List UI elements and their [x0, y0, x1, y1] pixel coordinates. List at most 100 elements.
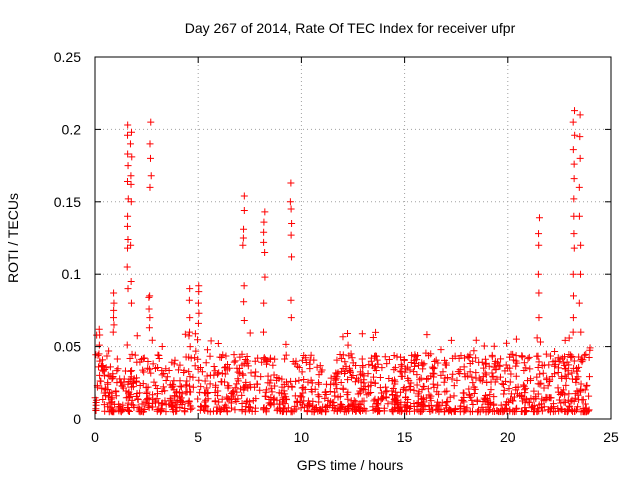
data-point: [469, 357, 477, 365]
data-point: [359, 406, 367, 414]
data-point: [547, 404, 555, 412]
data-point: [570, 175, 578, 183]
data-point: [486, 400, 494, 408]
data-point: [333, 407, 341, 415]
data-point: [344, 341, 352, 349]
data-point: [426, 394, 434, 402]
data-point: [192, 347, 200, 355]
data-point: [493, 358, 501, 366]
data-point: [486, 391, 494, 399]
data-point: [474, 406, 482, 414]
data-point: [454, 368, 462, 376]
data-point: [533, 334, 541, 342]
data-point: [411, 353, 419, 361]
data-point: [273, 407, 281, 415]
data-point: [520, 359, 528, 367]
data-point: [287, 314, 295, 322]
data-point: [472, 374, 480, 382]
data-point: [306, 400, 314, 408]
data-point: [334, 369, 342, 377]
data-point: [233, 380, 241, 388]
data-point: [230, 351, 238, 359]
data-point: [441, 388, 449, 396]
data-point: [434, 401, 442, 409]
data-point: [258, 358, 266, 366]
data-point: [406, 366, 414, 374]
data-point: [128, 350, 136, 358]
data-point: [535, 314, 543, 322]
data-point: [154, 351, 162, 359]
data-point: [186, 314, 194, 322]
data-point: [306, 365, 314, 373]
data-point: [124, 393, 132, 401]
data-point: [108, 408, 116, 416]
data-point: [214, 370, 222, 378]
data-point: [558, 374, 566, 382]
data-point: [488, 369, 496, 377]
data-point: [185, 353, 193, 361]
data-point: [143, 390, 151, 398]
data-point: [107, 389, 115, 397]
data-point: [469, 379, 477, 387]
data-point: [536, 338, 544, 346]
data-point: [221, 401, 229, 409]
data-point: [538, 362, 546, 370]
data-point: [252, 404, 260, 412]
data-point: [211, 397, 219, 405]
data-point: [545, 361, 553, 369]
data-point: [530, 387, 538, 395]
data-point: [480, 364, 488, 372]
data-point: [302, 358, 310, 366]
data-point: [104, 403, 112, 411]
data-point: [240, 282, 248, 290]
data-point: [373, 352, 381, 360]
data-point: [321, 403, 329, 411]
data-point: [482, 359, 490, 367]
data-point: [349, 371, 357, 379]
data-point: [577, 270, 585, 278]
data-point: [453, 376, 461, 384]
data-point: [162, 376, 170, 384]
data-point: [435, 390, 443, 398]
data-point: [358, 397, 366, 405]
data-point: [551, 347, 559, 355]
data-point: [365, 389, 373, 397]
data-point: [400, 384, 408, 392]
data-point: [583, 381, 591, 389]
data-point: [240, 225, 248, 233]
data-point: [267, 376, 275, 384]
data-point: [336, 350, 344, 358]
data-point: [345, 402, 353, 410]
data-point: [429, 380, 437, 388]
data-point: [388, 387, 396, 395]
data-point: [481, 397, 489, 405]
data-point: [147, 118, 155, 126]
data-point: [360, 405, 368, 413]
data-point: [117, 407, 125, 415]
axis-ticks: [94, 56, 612, 420]
data-point: [444, 398, 452, 406]
data-point: [333, 385, 341, 393]
data-point: [261, 248, 269, 256]
data-point: [144, 357, 152, 365]
data-point: [125, 388, 133, 396]
data-point: [155, 405, 163, 413]
data-point: [281, 390, 289, 398]
x-axis-title: GPS time / hours: [297, 457, 404, 473]
data-point: [184, 399, 192, 407]
data-point: [441, 361, 449, 369]
data-point: [218, 378, 226, 386]
data-point: [202, 396, 210, 404]
data-point: [558, 389, 566, 397]
data-point: [463, 404, 471, 412]
data-point: [95, 350, 103, 358]
data-point: [430, 373, 438, 381]
data-point: [262, 406, 270, 414]
data-point: [487, 386, 495, 394]
data-point: [210, 363, 218, 371]
data-point: [109, 370, 117, 378]
data-point: [381, 353, 389, 361]
data-point: [141, 405, 149, 413]
data-point: [482, 371, 490, 379]
data-point: [535, 241, 543, 249]
